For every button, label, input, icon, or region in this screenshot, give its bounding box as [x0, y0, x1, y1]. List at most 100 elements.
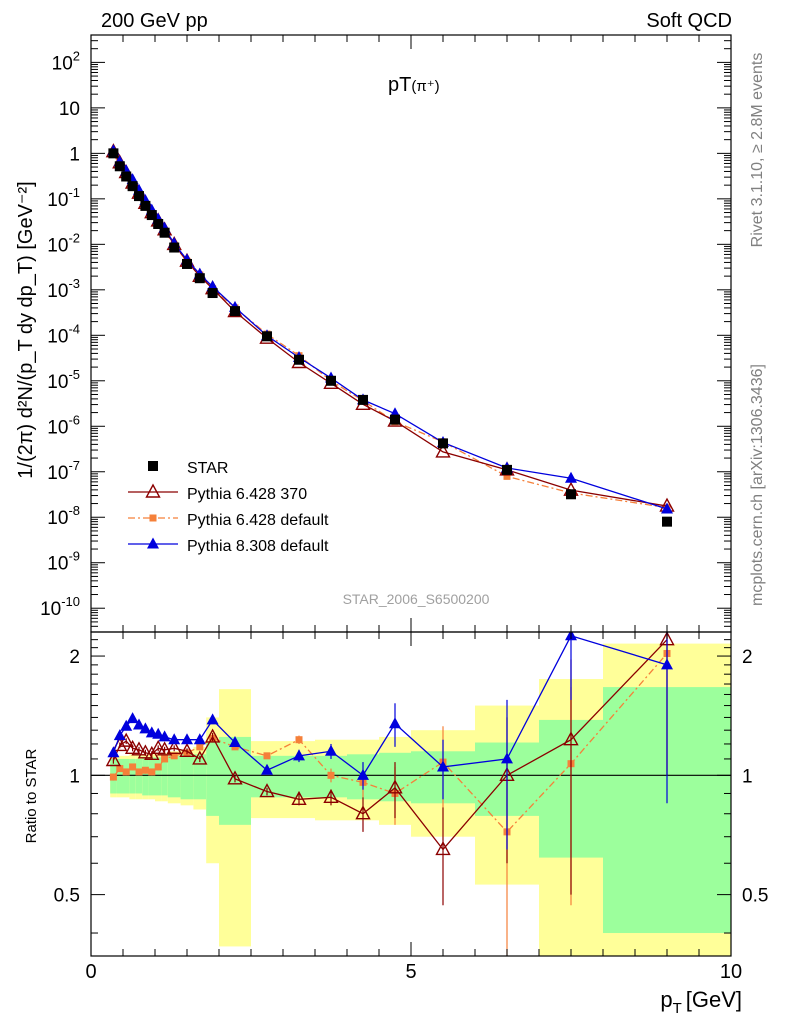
main-marker-p8 — [565, 471, 577, 483]
x-tick-label: 5 — [405, 961, 416, 983]
main-y-tick-base: 10 — [47, 326, 68, 347]
ratio-y-tick-label-left: 1 — [69, 766, 80, 787]
plot-title-main: pT — [388, 74, 411, 96]
ratio-band-inner — [161, 757, 168, 796]
ratio-y-tick-label-right: 2 — [742, 647, 753, 668]
ratio-marker-p6_370 — [227, 770, 243, 785]
ratio-marker-p8 — [126, 712, 139, 724]
ratio-marker-p8 — [158, 730, 171, 742]
ratio-band-inner — [193, 754, 207, 800]
plot-title-particle: (π⁺) — [411, 78, 439, 95]
main-y-tick-base: 10 — [47, 463, 68, 484]
main-y-tick-label: 10-3 — [47, 276, 80, 302]
star-data-point — [140, 200, 151, 211]
ratio-band-inner — [129, 758, 136, 794]
main-y-axis-label: 1/(2π) d²N/(p_T dy dp_T) [GeV⁻²] — [15, 181, 37, 478]
ratio-marker-p6_default — [170, 752, 178, 760]
ratio-y-tick-label-left: 0.5 — [54, 886, 80, 907]
ratio-marker-p6_370 — [204, 728, 221, 743]
star-data-point — [159, 227, 170, 238]
ratio-marker-p6_default — [141, 766, 149, 774]
main-y-tick-base: 10 — [47, 417, 68, 438]
star-data-point — [294, 354, 304, 365]
ratio-marker-p6_default — [135, 768, 143, 776]
ratio-marker-p8 — [437, 760, 449, 772]
ratio-marker-p6_370 — [118, 732, 134, 747]
main-y-tick-label: 10-8 — [47, 503, 80, 529]
ratio-marker-p8 — [661, 658, 673, 670]
main-y-tick-label: 10-1 — [47, 185, 80, 211]
ratio-plot-layer — [91, 632, 731, 956]
ratio-marker-p6_default — [161, 755, 169, 763]
ratio-marker-p6_default — [109, 773, 117, 781]
rivet-version-label: Rivet 3.1.10, ≥ 2.8M events — [749, 53, 766, 248]
ratio-marker-p6_default — [295, 736, 303, 744]
ratio-marker-p8 — [113, 729, 126, 741]
star-data-point — [502, 464, 512, 475]
ratio-y-tick-label-right: 0.5 — [742, 886, 768, 907]
ratio-y-axis-label: Ratio to STAR — [23, 748, 40, 843]
ratio-marker-p8 — [261, 763, 273, 775]
main-y-tick-exponent: 2 — [73, 48, 80, 63]
main-y-tick-exponent: -4 — [68, 321, 80, 336]
main-y-tick-base: 10 — [40, 599, 61, 620]
ratio-marker-p8 — [152, 727, 165, 739]
star-data-point — [127, 181, 138, 192]
ratio-marker-p8 — [181, 733, 193, 745]
analysis-watermark: STAR_2006_S6500200 — [343, 591, 490, 607]
star-data-point — [114, 161, 125, 172]
ratio-marker-p8 — [293, 749, 305, 761]
ratio-marker-p6_370 — [131, 741, 147, 756]
axes-layer: 0 5 1010-1010-910-810-710-610-510-410-310-… — [40, 34, 768, 983]
main-marker-p8 — [661, 502, 673, 514]
ratio-marker-p8 — [193, 733, 206, 745]
ratio-marker-p8 — [133, 718, 145, 730]
main-y-tick-label: 10 — [59, 99, 80, 120]
ratio-band-inner — [135, 758, 143, 794]
ratio-band-inner — [180, 754, 194, 800]
star-data-point — [169, 242, 180, 253]
ratio-marker-p6_default — [263, 752, 271, 760]
main-y-tick-label: 10-4 — [47, 321, 80, 347]
legend-marker-p6_default — [149, 514, 157, 522]
star-data-point — [121, 171, 132, 182]
main-y-tick-exponent: -9 — [68, 549, 80, 564]
ratio-marker-p8 — [206, 713, 219, 725]
main-y-tick-base: 10 — [47, 235, 68, 256]
ratio-marker-p8 — [325, 744, 337, 756]
ratio-marker-p6_370 — [156, 741, 173, 756]
x-axis-label: pT [GeV] — [660, 987, 742, 1017]
main-marker-p6_370 — [435, 443, 451, 458]
legend-marker-p6_370 — [145, 483, 161, 498]
main-y-tick-exponent: -7 — [68, 458, 80, 473]
legend-marker-p8 — [147, 537, 159, 549]
ratio-marker-p8 — [229, 736, 241, 748]
main-y-tick-base: 10 — [47, 372, 68, 393]
star-data-point — [390, 414, 400, 425]
main-y-tick-base: 10 — [52, 53, 73, 74]
main-y-tick-label: 10-5 — [47, 367, 80, 393]
ratio-marker-p6_default — [129, 763, 137, 771]
ratio-marker-p6_370 — [563, 731, 579, 746]
star-data-point — [207, 288, 218, 299]
legend-label-star: STAR — [187, 460, 228, 477]
main-y-tick-label: 102 — [52, 48, 80, 74]
main-data-layer — [105, 143, 675, 527]
ratio-band-inner — [167, 755, 181, 798]
star-data-point — [153, 218, 164, 229]
ratio-marker-p6_370 — [387, 779, 403, 794]
mcplots-credit-label: mcplots.cern.ch [arXiv:1306.3436] — [749, 364, 766, 606]
star-data-point — [438, 438, 448, 449]
ratio-y-tick-label-left: 2 — [69, 647, 80, 668]
ratio-band-inner — [283, 755, 315, 798]
x-axis-label-sub: T — [673, 1000, 682, 1017]
ratio-marker-p6_default — [122, 768, 130, 776]
star-data-point — [108, 148, 119, 159]
ratio-band-inner — [155, 757, 162, 796]
x-axis-label-p: p — [660, 987, 672, 1012]
ratio-marker-p8 — [168, 733, 181, 745]
x-tick-label: 10 — [720, 961, 742, 983]
main-y-tick-exponent: -3 — [68, 276, 80, 291]
main-y-tick-exponent: -1 — [68, 185, 80, 200]
